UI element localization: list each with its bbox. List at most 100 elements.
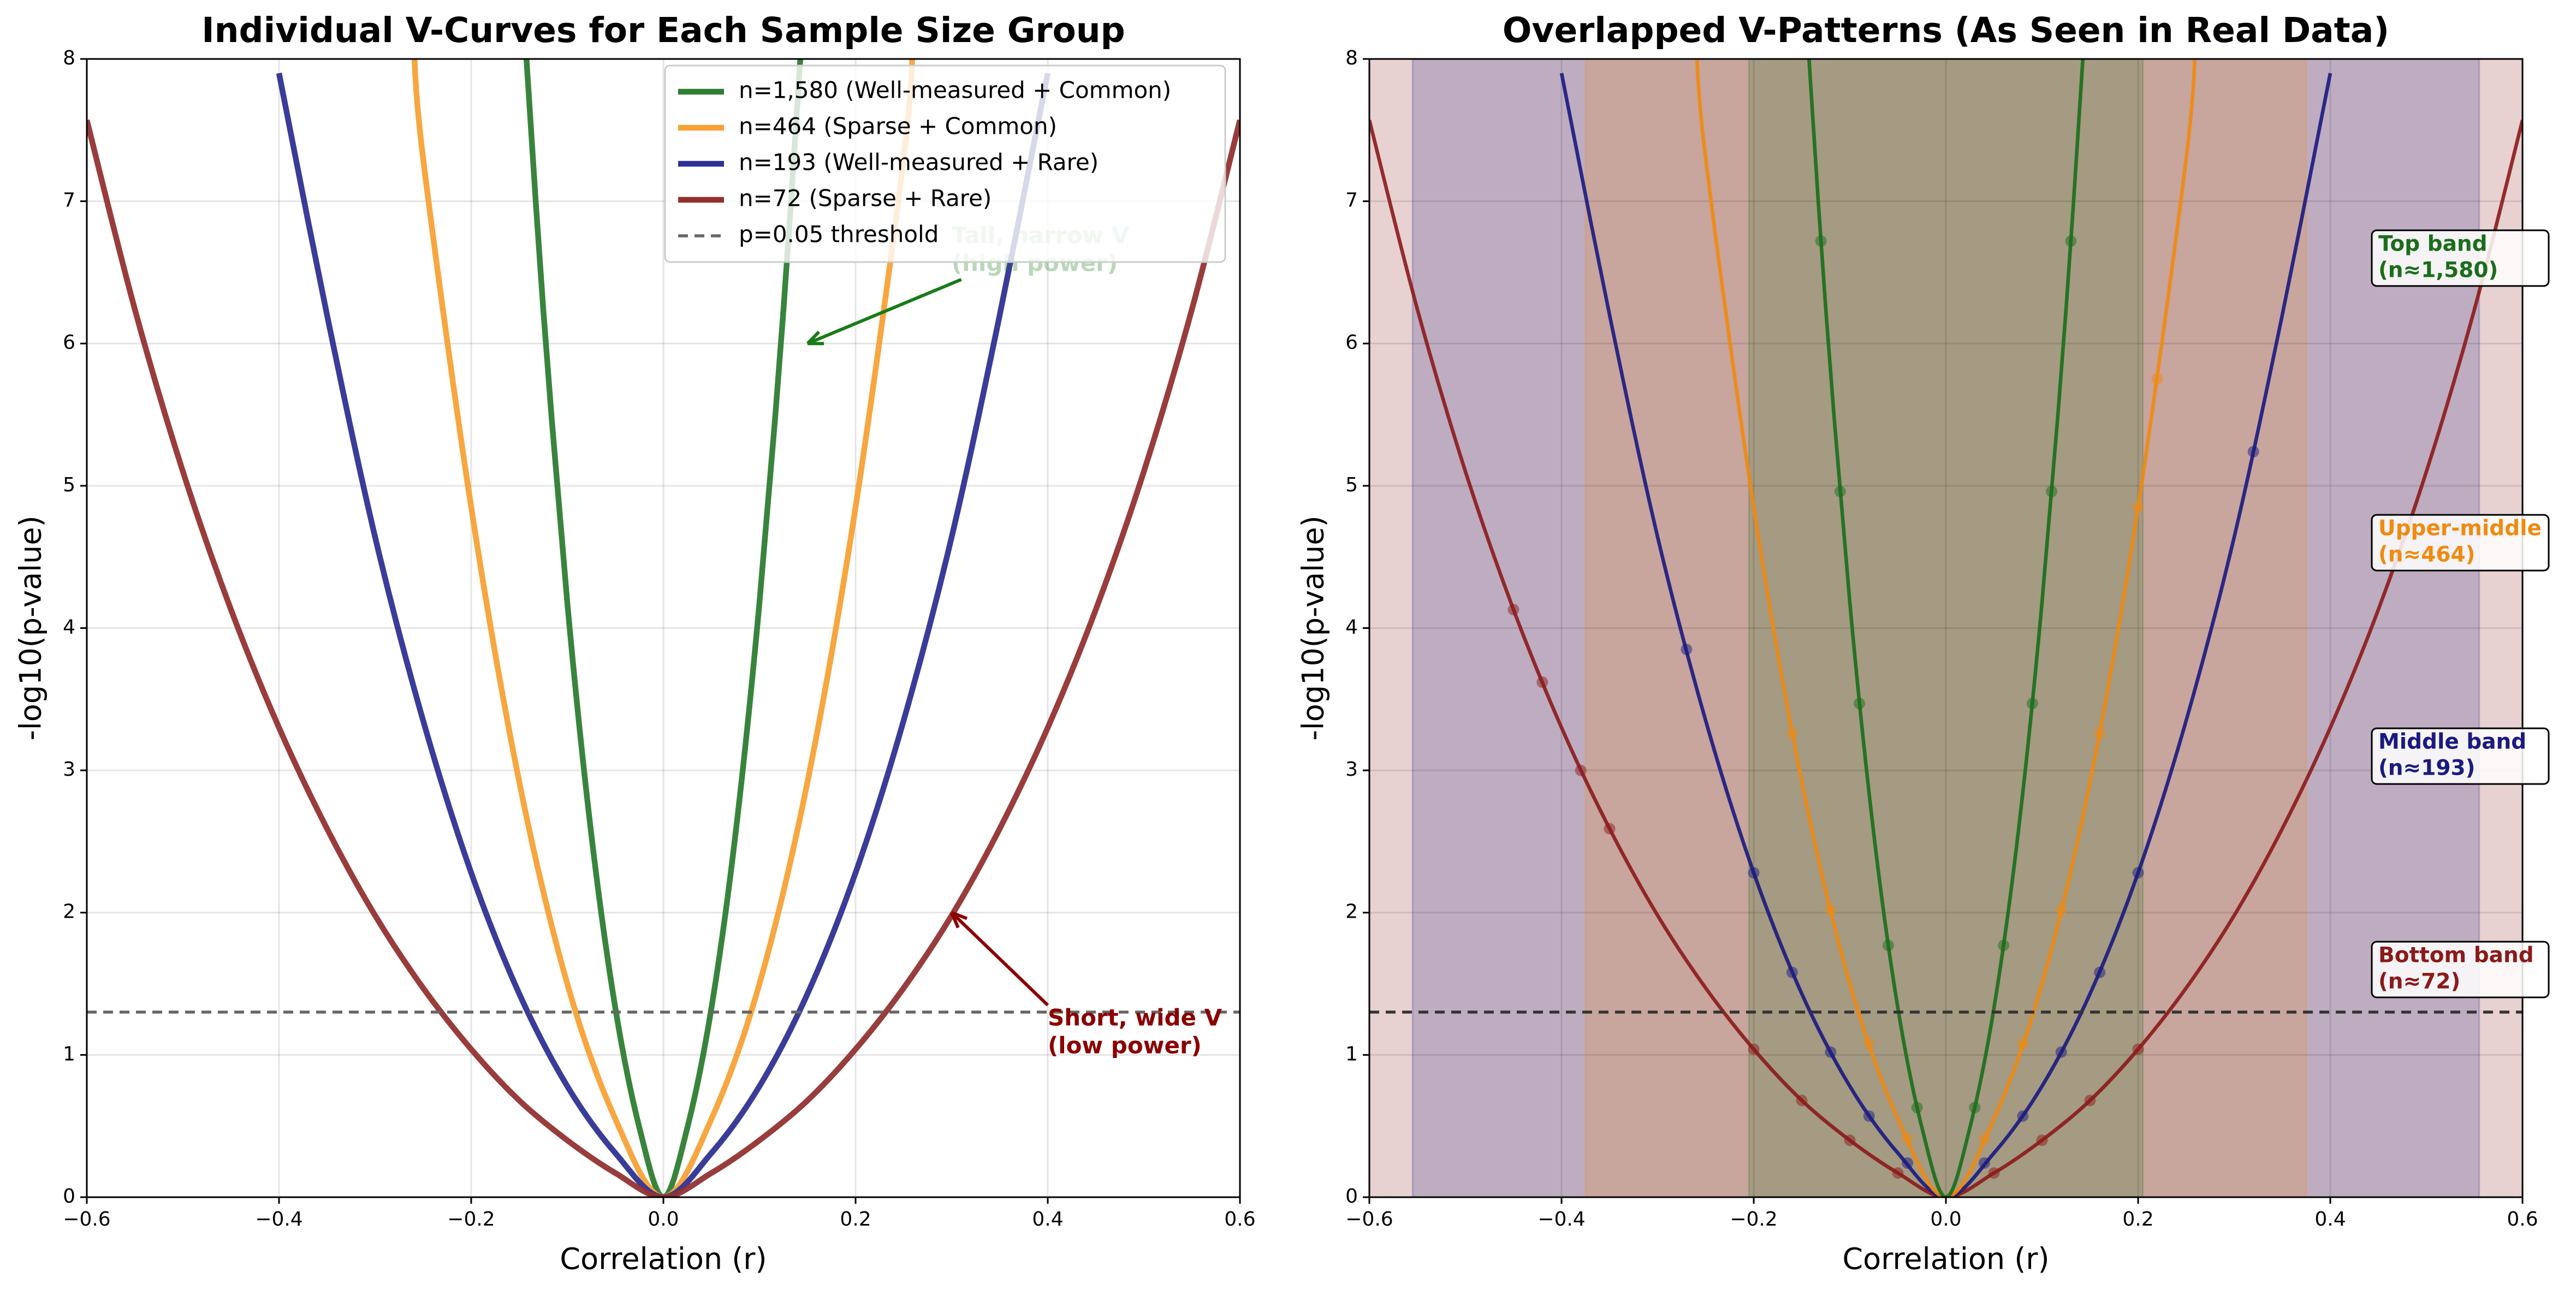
x-tick-label: 0.2: [2122, 1208, 2153, 1230]
data-point: [1604, 823, 1616, 835]
panel: Individual V-Curves for Each Sample Size…: [14, 10, 1256, 1276]
data-point: [2094, 727, 2106, 739]
curve: [1559, 73, 2332, 1198]
y-tick-label: 8: [63, 47, 75, 69]
annotation-arrow: [950, 911, 1049, 1007]
data-point: [1969, 1102, 1981, 1114]
data-point: [1748, 867, 1760, 879]
x-tick-label: 0.4: [2314, 1208, 2346, 1230]
y-axis-label: -log10(p-value): [1296, 515, 1331, 740]
legend-box: [664, 64, 1226, 263]
x-axis-label: Correlation (r): [1842, 1242, 2049, 1276]
x-tick-label: 0.0: [648, 1208, 679, 1230]
y-tick-label: 2: [63, 901, 75, 923]
data-point: [2017, 1038, 2029, 1050]
annotation: (low power): [1048, 1032, 1202, 1059]
band: [1368, 58, 2524, 1198]
annotation: Short, wide V: [1048, 1004, 1222, 1031]
data-point: [2084, 1095, 2096, 1107]
data-point: [2094, 966, 2106, 978]
data-point: [1844, 1134, 1856, 1146]
x-tick-label: −0.2: [447, 1208, 495, 1230]
data-point: [1988, 1167, 2000, 1179]
legend-label: n=1,580 (Well-measured + Common): [739, 77, 1171, 104]
data-point: [1978, 1133, 1990, 1145]
data-point: [1882, 940, 1894, 952]
band-label-box: [2371, 941, 2550, 998]
y-tick-label: 3: [1345, 758, 1358, 781]
data-point: [1815, 235, 1827, 247]
x-axis-label: Correlation (r): [560, 1242, 767, 1276]
data-point: [2017, 1110, 2029, 1122]
y-axis-label: -log10(p-value): [14, 515, 48, 740]
y-tick-label: 4: [63, 616, 75, 639]
band: [1584, 58, 2307, 1198]
plot-area: [86, 59, 1240, 1198]
x-tick-label: −0.4: [1538, 1208, 1585, 1230]
x-tick-label: −0.6: [63, 1208, 110, 1230]
y-tick-label: 7: [1345, 189, 1358, 212]
y-tick-label: 4: [1345, 616, 1358, 639]
band-label: Top band: [2378, 231, 2488, 256]
x-tick-label: −0.6: [1345, 1208, 1393, 1230]
y-tick-label: 5: [1345, 474, 1358, 496]
data-point: [1863, 1110, 1875, 1122]
curve: [1807, 59, 2085, 1198]
data-point: [1911, 1102, 1923, 1114]
band-label: Upper-middle: [2378, 516, 2542, 541]
legend-label: n=464 (Sparse + Common): [739, 113, 1057, 140]
y-tick-label: 1: [63, 1043, 75, 1065]
band-label-box: [2371, 727, 2550, 785]
x-tick-label: 0.6: [2507, 1208, 2538, 1230]
chart-title: Individual V-Curves for Each Sample Size…: [201, 10, 1125, 50]
data-point: [1786, 727, 1798, 739]
curve: [86, 119, 1240, 1198]
chart-title: Overlapped V-Patterns (As Seen in Real D…: [1503, 10, 2389, 50]
band-label-box: [2371, 229, 2550, 287]
axes-frame: [86, 58, 1241, 1198]
y-tick-label: 0: [1345, 1185, 1358, 1208]
band-label: Middle band: [2378, 730, 2526, 754]
legend-label: p=0.05 threshold: [739, 221, 939, 248]
data-point: [2055, 1046, 2067, 1058]
data-point: [1825, 904, 1837, 916]
data-point: [2132, 501, 2144, 513]
annotation-arrow: [806, 278, 962, 346]
annotation-arrowhead: [950, 911, 968, 929]
data-point: [2132, 867, 2144, 879]
legend-label: n=72 (Sparse + Rare): [739, 185, 992, 212]
x-tick-label: 0.2: [840, 1208, 871, 1230]
data-point: [1854, 698, 1866, 710]
data-point: [2036, 1134, 2048, 1146]
curve: [276, 73, 1051, 1198]
data-point: [1825, 1046, 1837, 1058]
y-tick-label: 8: [1345, 47, 1358, 69]
data-point: [2247, 445, 2259, 457]
y-tick-label: 1: [1345, 1043, 1358, 1065]
data-point: [1902, 1133, 1914, 1145]
data-point: [1575, 764, 1587, 776]
x-tick-label: 0.0: [1930, 1208, 1961, 1230]
legend-label: n=193 (Well-measured + Rare): [739, 149, 1099, 176]
y-tick-label: 6: [1345, 331, 1358, 354]
data-point: [1681, 644, 1693, 656]
y-tick-label: 7: [63, 189, 75, 212]
data-point: [1507, 604, 1520, 616]
y-tick-label: 0: [63, 1185, 75, 1208]
data-point: [2132, 1043, 2144, 1055]
band-label-box: [2371, 514, 2550, 572]
data-point: [1892, 1167, 1904, 1179]
curve: [411, 59, 916, 1198]
curve: [523, 59, 804, 1198]
band-label: (n≈72): [2378, 970, 2460, 994]
data-point: [1536, 676, 1548, 688]
data-point: [1786, 966, 1798, 978]
data-point: [2055, 904, 2067, 916]
axes-frame: [1368, 58, 2524, 1198]
data-point: [2065, 235, 2077, 247]
x-tick-label: −0.4: [255, 1208, 302, 1230]
panel: Overlapped V-Patterns (As Seen in Real D…: [1296, 10, 2550, 1276]
data-point: [1834, 485, 1846, 497]
data-point: [1998, 940, 2010, 952]
